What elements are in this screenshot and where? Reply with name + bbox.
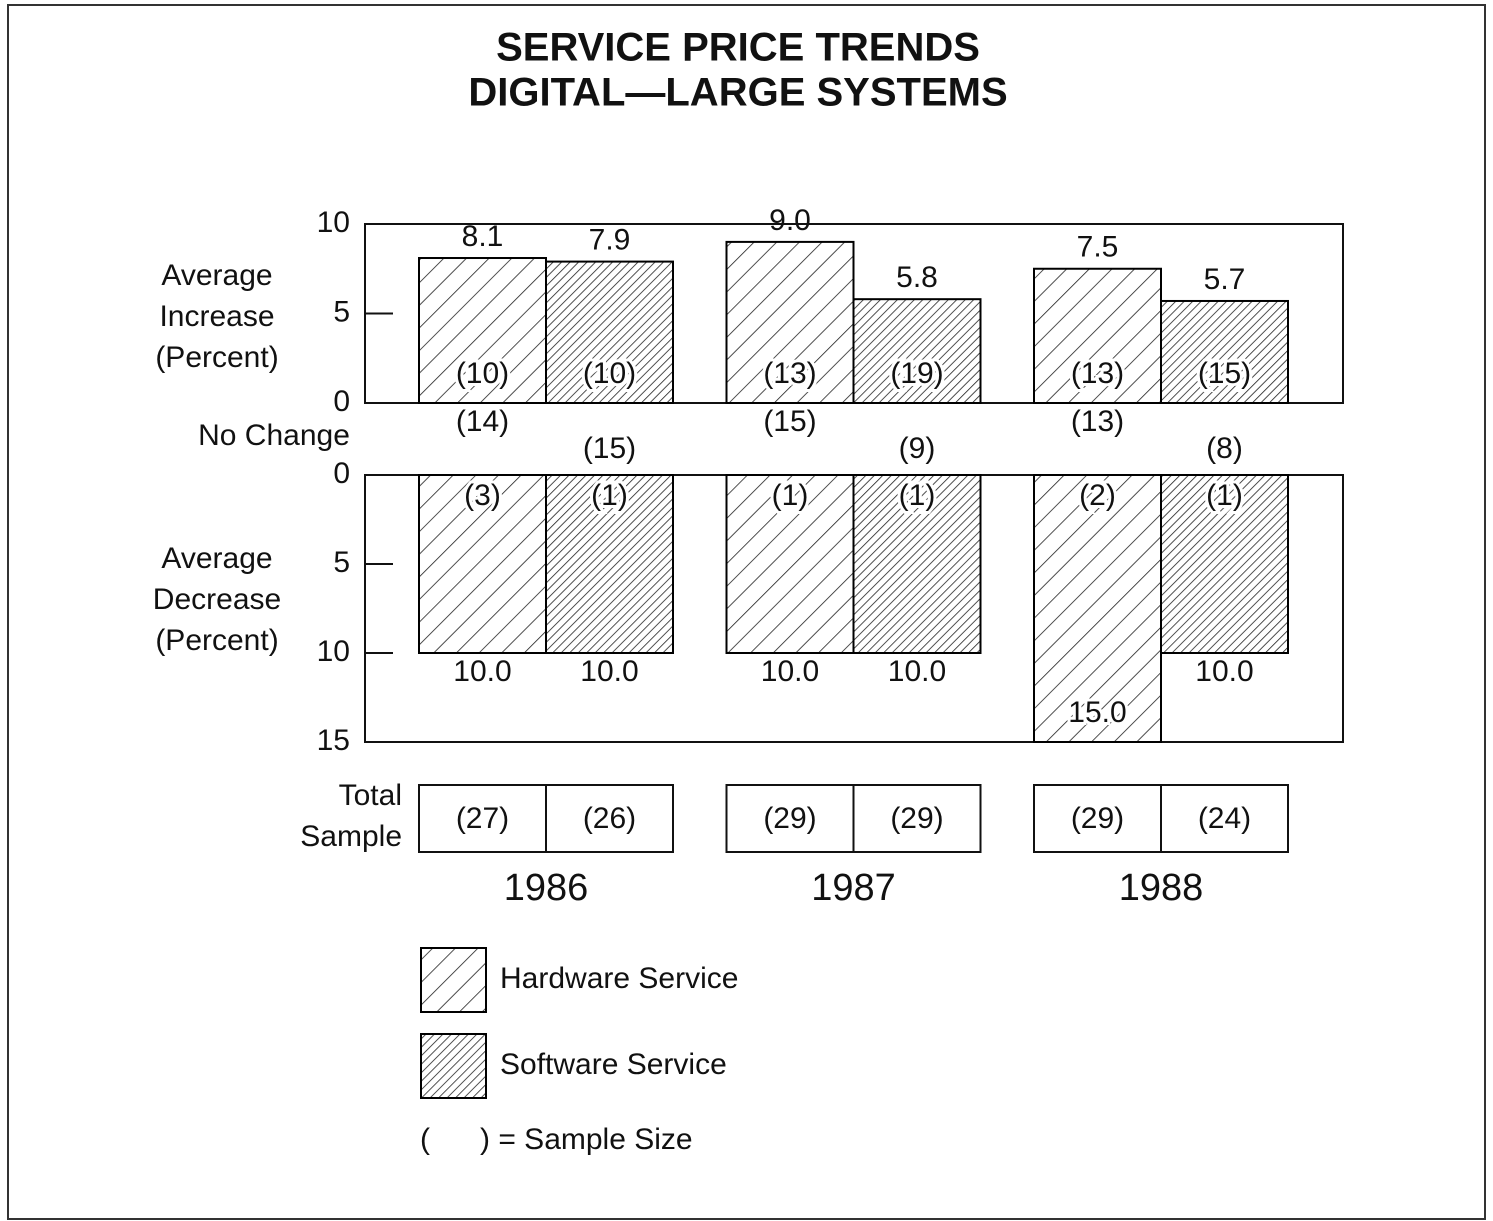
bar: [418, 474, 547, 654]
value-label: 10.0: [888, 655, 946, 688]
y-axis-label: Average: [161, 259, 272, 292]
value-label: 7.5: [1077, 231, 1119, 264]
value-label: 7.9: [589, 224, 631, 257]
legend-swatch: [420, 1033, 487, 1099]
y-axis-label: Increase: [159, 300, 274, 333]
bar: [1033, 474, 1162, 743]
legend-note: ( ) = Sample Size: [420, 1123, 693, 1156]
total-label: Sample: [300, 820, 402, 853]
x-tick-label: 1987: [811, 867, 896, 909]
sample-label: (1): [899, 479, 936, 512]
y-axis-label: Decrease: [153, 583, 281, 616]
total-box: [852, 784, 982, 853]
no-change-count: (15): [583, 432, 636, 465]
sample-label: (2): [1079, 479, 1116, 512]
legend-label: Software Service: [500, 1048, 727, 1081]
bar: [1033, 267, 1162, 404]
y-axis-label: (Percent): [155, 341, 278, 374]
value-label: 10.0: [453, 655, 511, 688]
chart-title: SERVICE PRICE TRENDS: [496, 26, 980, 70]
sample-label: (10): [456, 357, 509, 390]
total-count: (29): [1071, 802, 1124, 835]
x-tick-label: 1988: [1119, 867, 1204, 909]
value-label: 9.0: [769, 204, 811, 237]
sample-label: (13): [763, 357, 816, 390]
y-axis-label: (Percent): [155, 624, 278, 657]
value-label: 15.0: [1068, 696, 1126, 729]
total-box: [1160, 784, 1289, 853]
total-label: Total: [339, 779, 402, 812]
sample-label: (1): [1206, 479, 1243, 512]
value-label: 10.0: [1195, 655, 1253, 688]
no-change-label: No Change: [198, 419, 350, 452]
bar: [1160, 299, 1289, 404]
sample-label: (1): [591, 479, 628, 512]
chart-subtitle: DIGITAL—LARGE SYSTEMS: [468, 71, 1007, 115]
value-label: 8.1: [462, 220, 504, 253]
bar: [852, 474, 982, 654]
y-tick-label: 10: [317, 635, 350, 668]
y-tick-label: 0: [333, 385, 350, 418]
value-label: 10.0: [761, 655, 819, 688]
legend-label: Hardware Service: [500, 962, 738, 995]
value-label: 10.0: [580, 655, 638, 688]
sample-label: (19): [890, 357, 943, 390]
value-label: 5.7: [1204, 263, 1246, 296]
total-count: (26): [583, 802, 636, 835]
bar: [1160, 474, 1289, 654]
y-tick-label: 10: [317, 206, 350, 239]
total-count: (24): [1198, 802, 1251, 835]
value-label: 5.8: [896, 261, 938, 294]
y-tick-label: 5: [333, 546, 350, 579]
no-change-count: (13): [1071, 405, 1124, 438]
no-change-count: (14): [456, 405, 509, 438]
x-tick-label: 1986: [504, 867, 589, 909]
bar: [545, 474, 674, 654]
legend-swatch: [420, 947, 487, 1013]
no-change-count: (8): [1206, 432, 1243, 465]
total-count: (29): [890, 802, 943, 835]
sample-label: (13): [1071, 357, 1124, 390]
total-count: (27): [456, 802, 509, 835]
bar: [725, 240, 855, 404]
y-tick-label: 5: [333, 295, 350, 328]
page-border: [7, 4, 1486, 1220]
total-box: [545, 784, 674, 853]
bar: [852, 298, 982, 404]
y-tick-label: 0: [333, 457, 350, 490]
no-change-count: (15): [763, 405, 816, 438]
sample-label: (10): [583, 357, 636, 390]
y-tick-label: 15: [317, 724, 350, 757]
total-count: (29): [763, 802, 816, 835]
bar: [418, 257, 547, 405]
no-change-count: (9): [899, 432, 936, 465]
y-axis-label: Average: [161, 542, 272, 575]
bar: [545, 260, 674, 404]
sample-label: (1): [772, 479, 809, 512]
sample-label: (3): [464, 479, 501, 512]
sample-label: (15): [1198, 357, 1251, 390]
